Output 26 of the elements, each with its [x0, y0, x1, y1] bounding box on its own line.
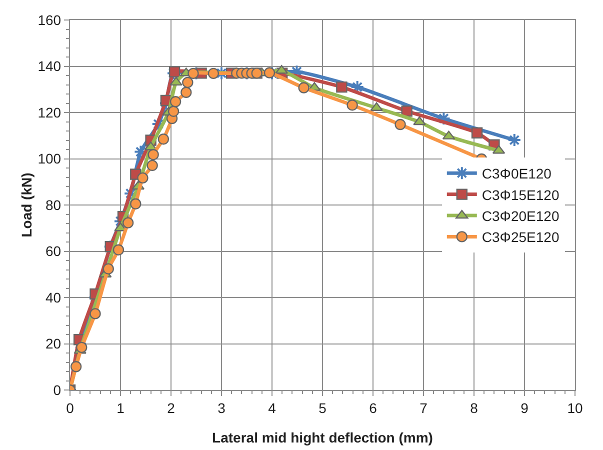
- y-tick-label: 100: [38, 150, 62, 167]
- y-tick-label: 160: [38, 12, 62, 28]
- y-tick-label: 120: [38, 104, 62, 120]
- y-tick-label: 60: [45, 243, 62, 260]
- x-tick-label: 4: [268, 400, 276, 416]
- x-tick-label: 2: [167, 400, 176, 416]
- x-tick-label: 10: [567, 400, 583, 416]
- legend-label: C3Φ0E120: [482, 166, 552, 182]
- x-tick-label: 9: [520, 400, 529, 416]
- legend-label: C3Φ15E120: [482, 186, 560, 203]
- x-tick-label: 5: [318, 400, 327, 416]
- x-tick-label: 7: [420, 400, 428, 416]
- legend-label: C3Φ25E120: [482, 229, 560, 246]
- x-tick-label: 8: [470, 400, 478, 416]
- x-axis-title: Lateral mid hight deflection (mm): [212, 429, 433, 446]
- x-tick-label: 3: [218, 400, 226, 416]
- legend-label: C3Φ20E120: [482, 208, 560, 224]
- y-tick-label: 40: [45, 289, 62, 306]
- y-axis-title: Load (kN): [18, 172, 35, 238]
- y-tick-label: 20: [45, 336, 62, 352]
- x-tick-label: 6: [369, 400, 378, 416]
- y-tick-label: 0: [53, 382, 62, 398]
- y-tick-label: 80: [45, 196, 62, 213]
- y-tick-label: 140: [38, 58, 62, 74]
- x-tick-label: 1: [116, 400, 125, 416]
- x-tick-label: 0: [66, 400, 74, 416]
